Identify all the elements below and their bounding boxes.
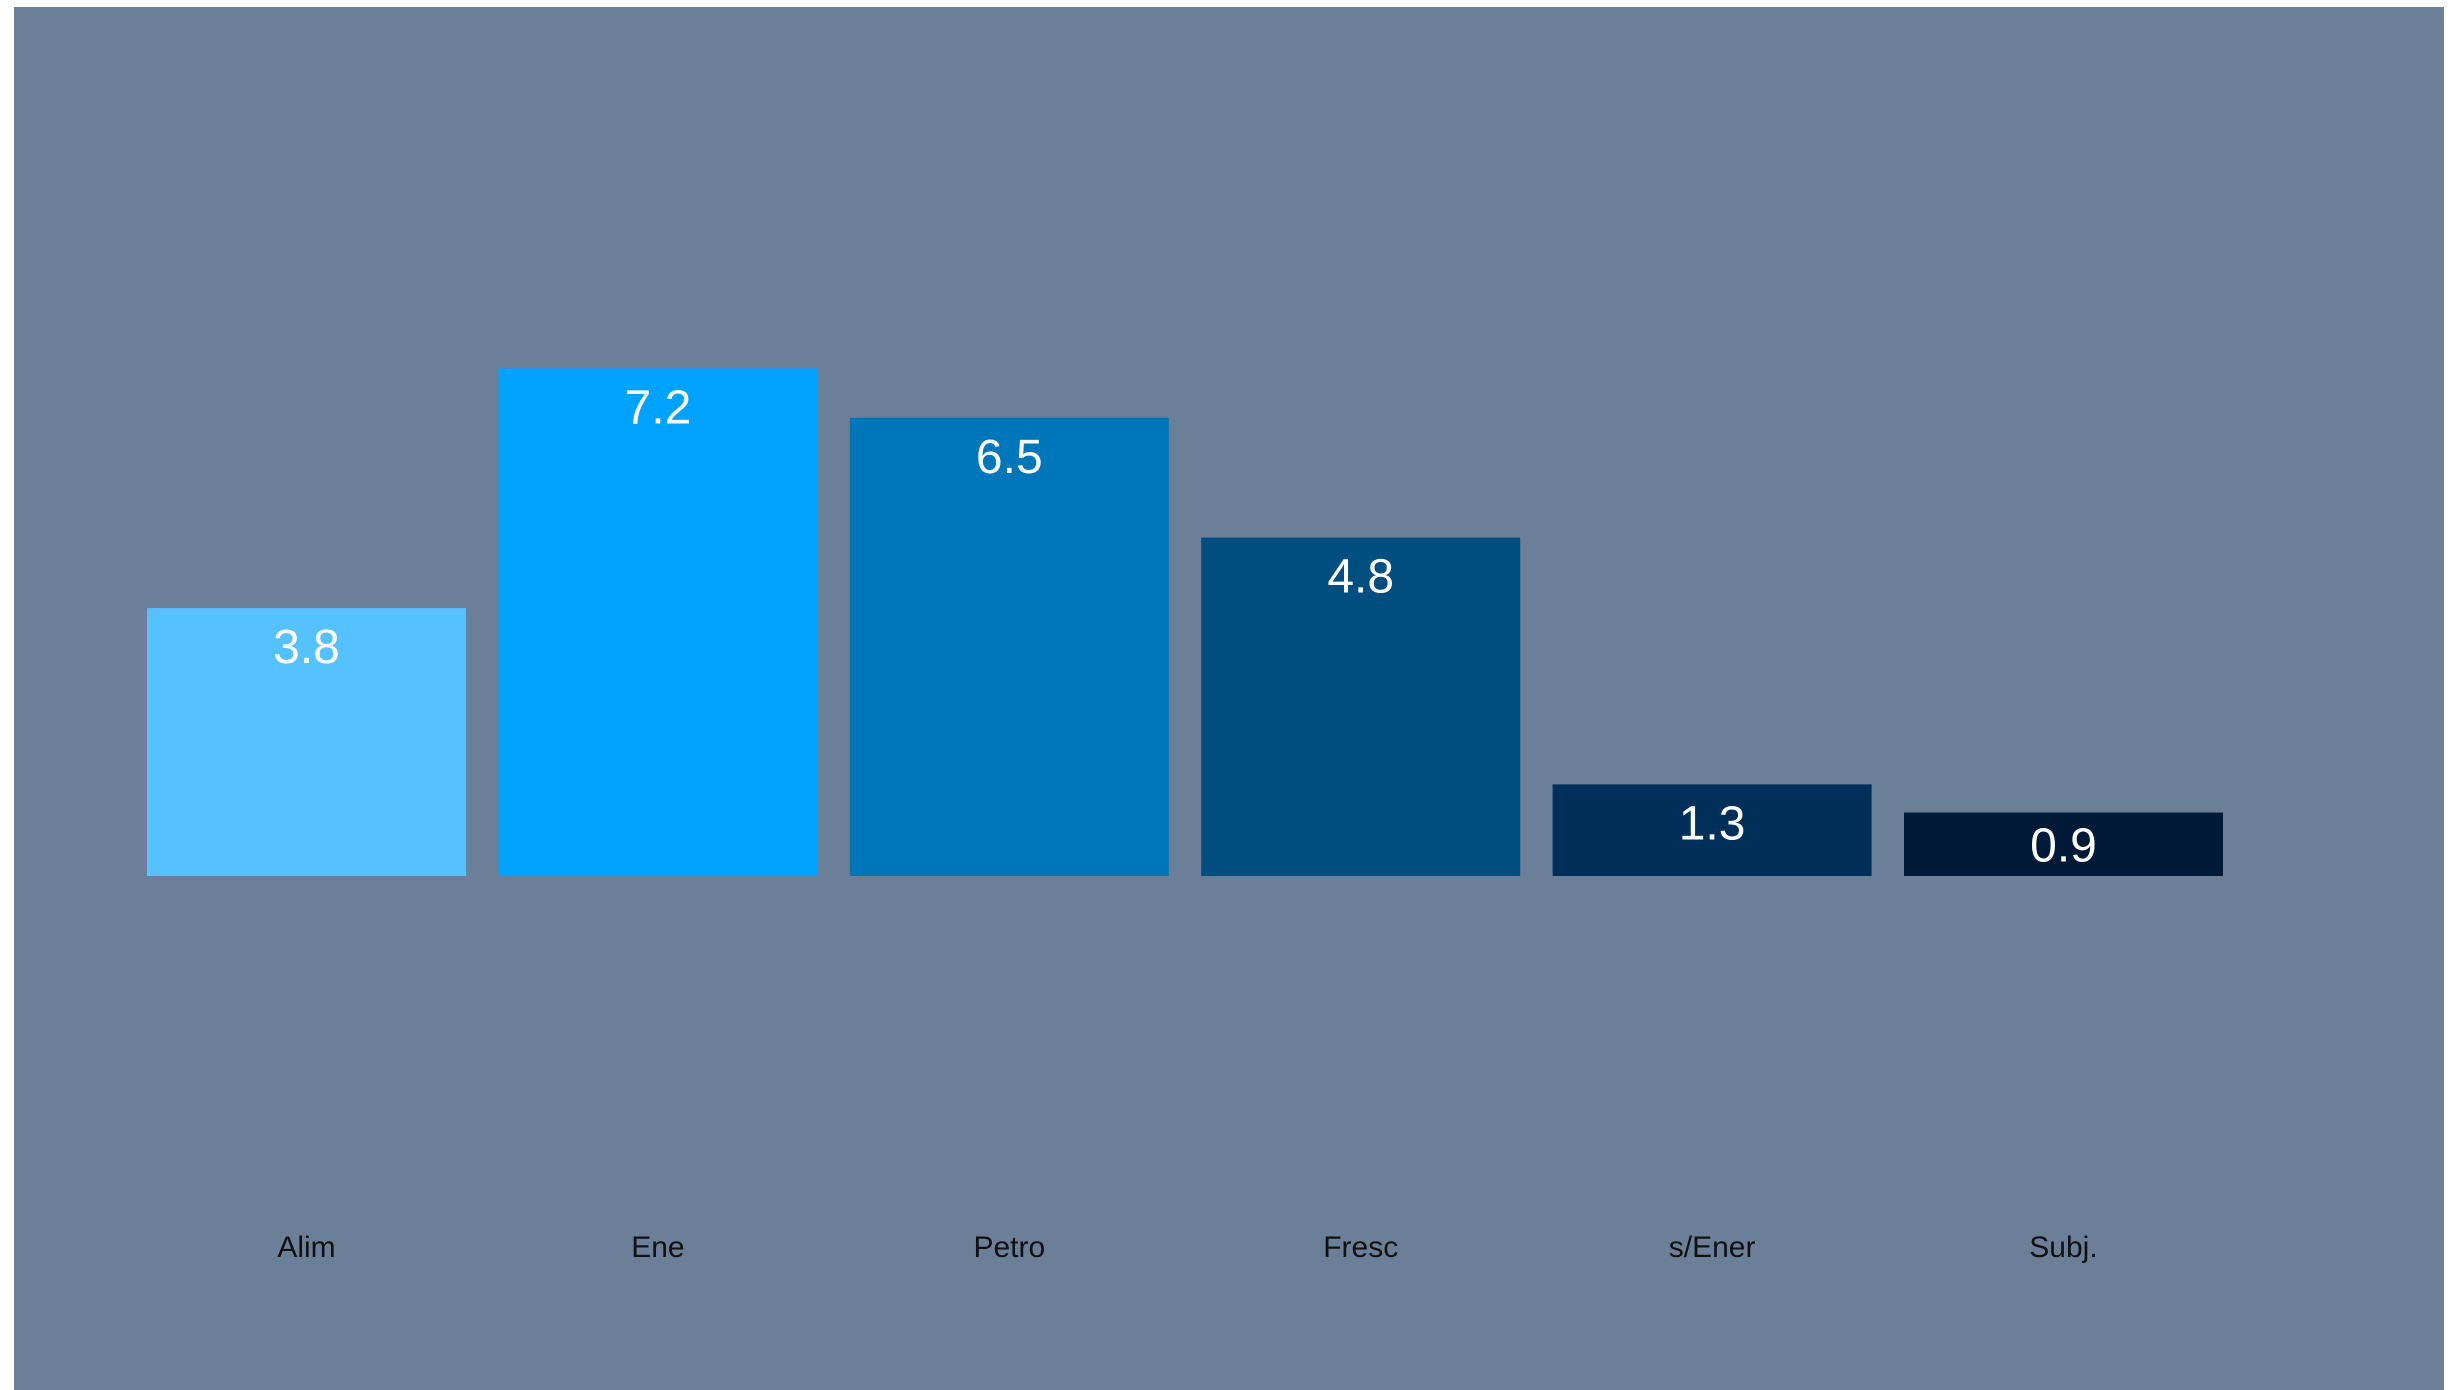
category-tick-label: Fresc — [1323, 1231, 1398, 1264]
category-tick-label: Subj. — [2029, 1231, 2097, 1264]
bar-alim — [147, 608, 466, 876]
bar-fresc — [1201, 537, 1521, 876]
bar-value-label: 3.8 — [273, 621, 340, 674]
bar-subj — [1904, 812, 2223, 876]
bar-ene — [498, 368, 818, 876]
category-tick-label: s/Ener — [1669, 1231, 1756, 1264]
category-tick-label: Petro — [973, 1231, 1045, 1264]
category-labels-group: Alim Ene Petro Fresc s/Ener Subj. — [277, 1231, 2097, 1264]
bar-value-label: 1.3 — [1679, 797, 1746, 850]
bars-group — [147, 368, 2223, 876]
bar-petro — [849, 417, 1169, 876]
bar-value-label: 6.5 — [976, 431, 1043, 484]
category-tick-label: Ene — [631, 1231, 684, 1264]
bar-value-label: 7.2 — [625, 381, 692, 434]
bar-s-ener — [1552, 784, 1872, 876]
bar-value-label: 0.9 — [2030, 819, 2097, 872]
category-tick-label: Alim — [277, 1231, 335, 1264]
value-labels-group: 3.8 7.2 6.5 4.8 1.3 0.9 — [273, 381, 2097, 872]
bar-value-label: 4.8 — [1327, 551, 1394, 604]
